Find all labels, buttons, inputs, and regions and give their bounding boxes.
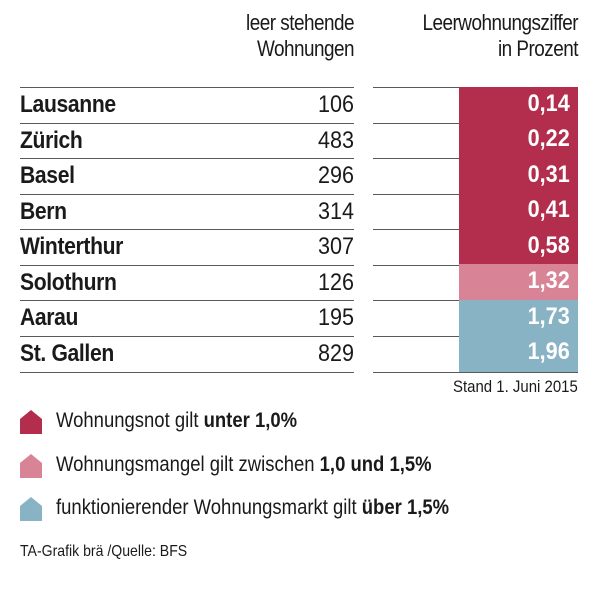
table-row: Zürich 483 xyxy=(20,122,354,159)
legend-label: Wohnungsnot gilt xyxy=(56,409,204,432)
house-icon xyxy=(20,497,42,521)
house-shape xyxy=(20,410,42,434)
vacant-count: 483 xyxy=(317,126,354,154)
rate-cell-not: 0,14 xyxy=(459,86,578,123)
date-annotation: Stand 1. Juni 2015 xyxy=(453,377,578,396)
rate-value: 0,41 xyxy=(527,196,570,223)
city-label: Bern xyxy=(20,197,67,225)
table-row: 0,31 xyxy=(373,157,578,194)
vacant-count: 307 xyxy=(317,233,354,260)
house-shape xyxy=(20,497,42,521)
header-line: Leerwohnungsziffer xyxy=(422,10,579,35)
legend-threshold: unter 1,0% xyxy=(203,409,298,432)
vacant-count: 106 xyxy=(317,91,354,118)
column-header-leer-stehende: leer stehende Wohnungen xyxy=(165,10,354,62)
vacant-count: 296 xyxy=(317,162,354,189)
rate-value: 0,31 xyxy=(527,160,570,188)
legend-text: Wohnungsnot gilt unter 1,0% xyxy=(56,408,297,434)
city-label: Winterthur xyxy=(20,233,124,260)
house-icon xyxy=(20,454,42,478)
rate-value: 1,96 xyxy=(527,338,570,365)
city-label: Aarau xyxy=(20,304,79,331)
legend-label: funktionierender Wohnungsmarkt gilt xyxy=(56,496,362,519)
rate-value: 0,14 xyxy=(527,89,570,117)
rate-cell-not: 0,41 xyxy=(459,193,578,229)
table-row: Aarau 195 xyxy=(20,300,354,336)
rate-cell-markt: 1,96 xyxy=(459,335,578,372)
vacant-count: 195 xyxy=(317,304,354,331)
house-shape xyxy=(20,454,42,478)
vacant-count: 829 xyxy=(317,339,354,367)
city-label: Basel xyxy=(20,162,75,189)
city-label: Solothurn xyxy=(20,268,117,296)
city-label: St. Gallen xyxy=(20,339,114,367)
rate-cell-not: 0,22 xyxy=(459,122,578,158)
header-line: Wohnungen xyxy=(256,36,355,61)
city-label: Zürich xyxy=(20,126,83,154)
table-row: Winterthur 307 xyxy=(20,229,354,265)
rate-cell-markt: 1,73 xyxy=(459,299,578,336)
table-right: 0,14 0,22 0,31 0,41 0,58 1,32 1,73 1,96 xyxy=(373,86,578,373)
table-row: 0,22 xyxy=(373,122,578,158)
header-line: leer stehende xyxy=(246,10,354,35)
vacant-count: 126 xyxy=(317,268,354,296)
table-row: Solothurn 126 xyxy=(20,264,354,301)
table-row: Bern 314 xyxy=(20,193,354,230)
city-label: Lausanne xyxy=(20,91,116,118)
table-left: Lausanne 106 Zürich 483 Basel 296 Bern 314 Winte… xyxy=(20,87,354,373)
table-row: Basel 296 xyxy=(20,158,354,194)
rate-value: 1,32 xyxy=(527,267,570,294)
table-row: 0,58 xyxy=(373,228,578,265)
table-row: 0,14 xyxy=(373,86,578,123)
table-row: St. Gallen 829 xyxy=(20,335,354,373)
legend-text: Wohnungsmangel gilt zwischen 1,0 und 1,5… xyxy=(56,452,432,478)
legend-text: funktionierender Wohnungsmarkt gilt über… xyxy=(56,495,449,521)
rate-value: 0,58 xyxy=(527,231,570,259)
legend-threshold: über 1,5% xyxy=(361,496,450,519)
source-credit: TA-Grafik brä /Quelle: BFS xyxy=(20,543,188,560)
rate-cell-not: 0,58 xyxy=(459,228,578,265)
house-icon xyxy=(20,410,42,434)
table-row: 1,32 xyxy=(373,264,578,300)
rate-value: 1,73 xyxy=(527,302,570,330)
table-row: 0,41 xyxy=(373,193,578,229)
rate-value: 0,22 xyxy=(527,125,570,152)
legend-threshold: 1,0 und 1,5% xyxy=(319,453,432,476)
table-row: 1,96 xyxy=(373,335,578,373)
rate-cell-not: 0,31 xyxy=(459,157,578,194)
column-header-leerwohnungsziffer: Leerwohnungsziffer in Prozent xyxy=(354,10,579,62)
rate-cell-mangel: 1,32 xyxy=(459,264,578,300)
legend-label: Wohnungsmangel gilt zwischen xyxy=(56,453,320,476)
header-line: in Prozent xyxy=(497,36,579,61)
vacant-count: 314 xyxy=(317,197,354,225)
table-row: Lausanne 106 xyxy=(20,87,354,123)
table-row: 1,73 xyxy=(373,299,578,336)
